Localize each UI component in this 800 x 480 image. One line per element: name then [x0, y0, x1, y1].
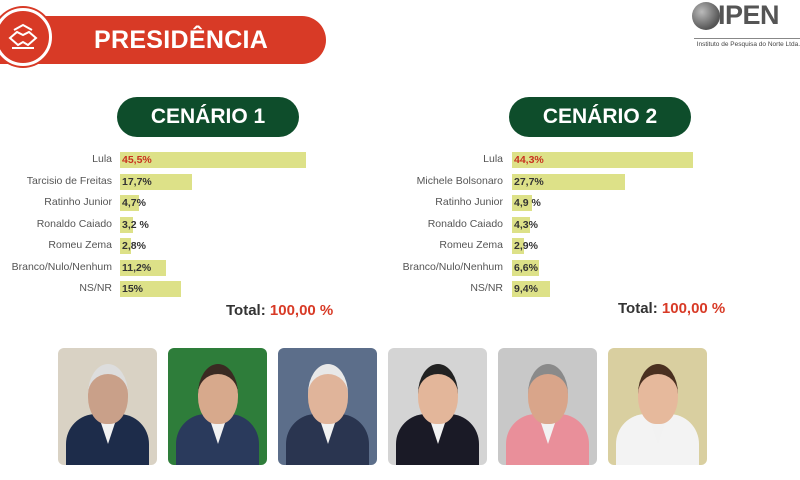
candidate-photo-ratinho	[388, 348, 487, 465]
category-label: NS/NR	[470, 282, 503, 294]
bar	[120, 259, 166, 276]
value-label: 15%	[122, 283, 144, 295]
title-banner: PRESIDÊNCIA	[0, 16, 326, 64]
bar	[120, 195, 140, 211]
value-label: 2,8%	[122, 240, 146, 252]
bar	[120, 173, 193, 190]
handshake-icon	[0, 8, 52, 66]
bar	[512, 152, 693, 168]
category-label: Branco/Nulo/Nenhum	[11, 260, 112, 273]
category-label: Ratinho Junior	[435, 196, 503, 208]
portrait-head	[638, 364, 678, 424]
category-label: Romeu Zema	[48, 239, 112, 251]
total-label: Total:	[618, 300, 658, 317]
portrait-head	[308, 364, 348, 424]
value-label: 2,9%	[514, 240, 538, 252]
value-label: 3,2 %	[122, 218, 149, 231]
category-label: Branco/Nulo/Nenhum	[402, 260, 503, 273]
category-label: Romeu Zema	[439, 239, 503, 251]
bar	[120, 216, 134, 233]
value-label: 17,7%	[122, 175, 152, 188]
candidate-photo-zema	[498, 348, 597, 465]
category-label: Ronaldo Caiado	[427, 217, 503, 230]
value-label: 44,3%	[514, 154, 544, 166]
portrait-head	[198, 364, 238, 424]
total-value: 100,00 %	[269, 302, 334, 319]
portrait-head	[418, 364, 458, 424]
bar	[120, 152, 306, 168]
bar	[512, 216, 530, 233]
total-label: Total:	[226, 302, 266, 319]
logo-subtitle: Instituto de Pesquisa do Norte Ltda.	[694, 38, 800, 48]
value-label: 6,6%	[514, 261, 538, 274]
ipen-logo: IPEN Instituto de Pesquisa do Norte Ltda…	[690, 0, 800, 50]
value-label: 9,4%	[514, 283, 538, 295]
scenario-1-title: CENÁRIO 1	[117, 97, 299, 137]
candidate-photo-caiado	[278, 348, 377, 465]
portrait-head	[528, 364, 568, 424]
scenario-1-total: Total: 100,00 %	[226, 302, 333, 319]
portrait-head	[88, 364, 128, 424]
value-label: 11,2%	[122, 261, 152, 274]
category-label: Lula	[92, 153, 112, 165]
category-label: Ronaldo Caiado	[36, 217, 112, 230]
bar	[512, 195, 532, 211]
bar	[512, 173, 626, 190]
logo-name: IPEN	[718, 0, 780, 30]
globe-icon	[692, 2, 720, 30]
page-title: PRESIDÊNCIA	[94, 26, 269, 54]
scenario-2-title: CENÁRIO 2	[509, 97, 691, 137]
bar	[120, 281, 182, 297]
category-label: Ratinho Junior	[44, 196, 112, 208]
candidate-photo-michele	[608, 348, 707, 465]
scenario-2-total: Total: 100,00 %	[618, 300, 725, 317]
category-label: Tarcisio de Freitas	[26, 174, 112, 187]
category-label: Lula	[483, 153, 503, 165]
candidate-photo-tarcisio	[168, 348, 267, 465]
value-label: 4,9 %	[514, 197, 541, 209]
category-label: Michele Bolsonaro	[416, 174, 503, 187]
bar	[512, 281, 551, 297]
bar	[512, 238, 524, 254]
value-label: 4,7%	[122, 197, 146, 209]
value-label: 4,3%	[514, 218, 538, 231]
value-label: 45,5%	[122, 154, 152, 166]
total-value: 100,00 %	[661, 300, 726, 317]
bar	[120, 238, 132, 254]
value-label: 27,7%	[514, 175, 544, 188]
candidate-photo-lula	[58, 348, 157, 465]
bar	[512, 259, 539, 276]
category-label: NS/NR	[79, 282, 112, 294]
